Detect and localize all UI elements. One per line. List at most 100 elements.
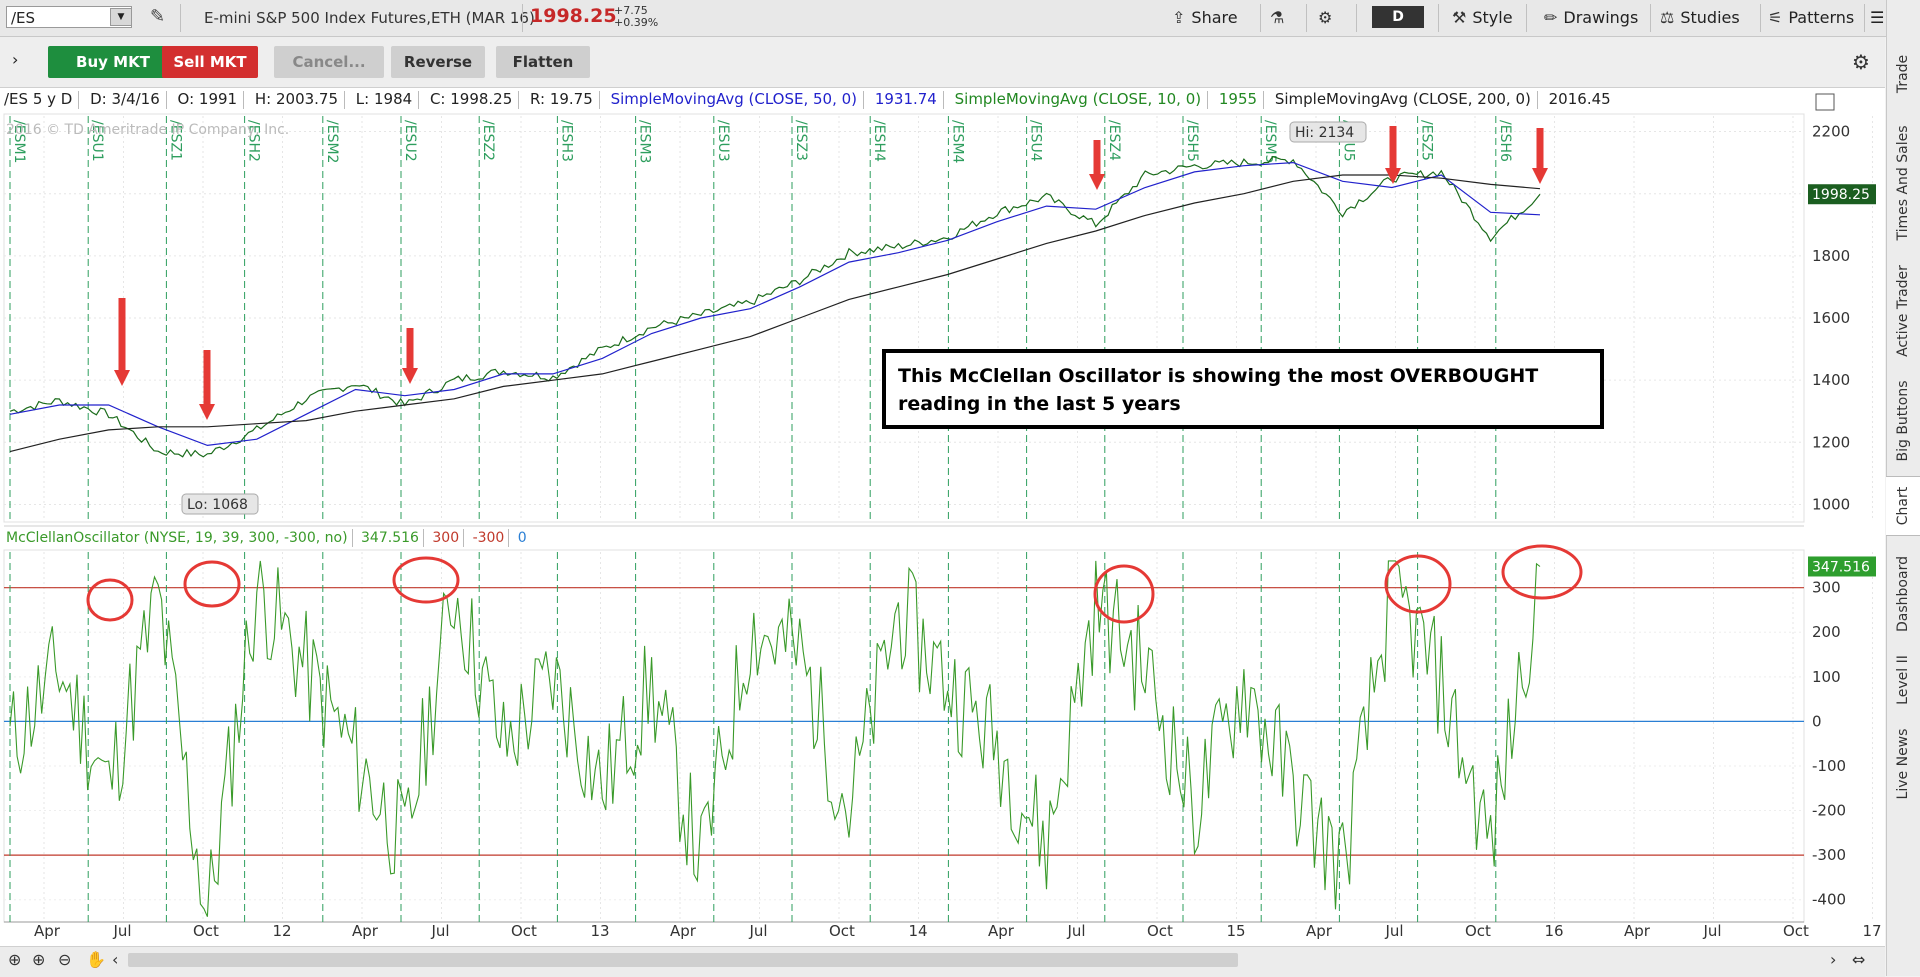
sidebar-tab-label: Active Trader (1895, 265, 1911, 357)
lo-label-box (181, 493, 259, 515)
x-tick-label: 17 (1863, 922, 1882, 940)
x-tick-label: Jul (1385, 922, 1404, 940)
red-arrow-head (1385, 168, 1401, 184)
zoom-out-icon[interactable]: ⊖ (58, 950, 72, 969)
share-button[interactable]: ⇪ Share (1172, 0, 1238, 36)
x-tick-label: 12 (273, 922, 292, 940)
expiry-label: /ESH5 (1184, 120, 1200, 162)
price-series-line (9, 155, 1541, 458)
aggregation-selector[interactable]: D (1372, 6, 1424, 28)
sell-market-button[interactable]: Sell MKT (162, 46, 258, 78)
red-arrow-head (1532, 168, 1548, 184)
overbought-circle (1093, 564, 1155, 624)
menu-button[interactable]: ☰ (1870, 0, 1884, 36)
oscillator-pane (3, 549, 1805, 923)
copyright-notice: 2016 © TD Ameritrade IP Company, Inc. (6, 122, 290, 138)
expand-icon (1815, 93, 1835, 111)
share-icon: ⇪ (1172, 8, 1186, 27)
cancel-button[interactable]: Cancel... (274, 46, 384, 78)
crosshair-icon[interactable]: ⊕ (8, 950, 22, 969)
red-arrow-head (402, 368, 418, 384)
x-tick-label: 16 (1545, 922, 1564, 940)
toolbar-divider (180, 4, 181, 32)
expiry-label: /ESZ1 (167, 120, 183, 161)
expiry-label: /ESZ3 (793, 120, 809, 161)
x-tick-label: Apr (988, 922, 1015, 940)
style-button[interactable]: ⚒ Style (1452, 0, 1513, 36)
sidebar-tab-active-trader[interactable]: Active Trader (1886, 256, 1920, 366)
settings-button[interactable]: ⚙ (1318, 0, 1338, 36)
bar-high: H: 2003.75 (254, 90, 339, 108)
hi-label-box (1289, 121, 1367, 143)
x-tick-label: Jul (1067, 922, 1086, 940)
x-tick-label: Oct (829, 922, 855, 940)
flask-icon: ⚗ (1270, 8, 1285, 27)
red-arrow-head (114, 370, 130, 386)
oscillator-line (9, 560, 1541, 917)
pan-hand-icon[interactable]: ✋ (86, 950, 106, 969)
expiry-label: /ESM3 (637, 120, 653, 163)
osc-tick-label: 100 (1812, 668, 1841, 686)
list-icon: ☰ (1870, 8, 1885, 27)
drawings-button[interactable]: ✏ Drawings (1544, 0, 1638, 36)
sidebar-tab-label: Trade (1895, 54, 1911, 94)
osc-tick-label: 300 (1812, 579, 1841, 597)
sidebar-tab-big-buttons[interactable]: Big Buttons (1886, 372, 1920, 470)
fit-icon[interactable]: ⇔ (1852, 950, 1866, 969)
toolbar-divider (1526, 4, 1527, 32)
price-tick-label: 1600 (1812, 309, 1850, 327)
chart-info-bar: /ES 5 y D D: 3/4/16 O: 1991 H: 2003.75 L… (4, 90, 1617, 112)
sidebar-tab-chart[interactable]: Chart (1886, 476, 1920, 536)
expiry-label: /ESM4 (949, 120, 965, 164)
chevron-down-icon[interactable]: ▼ (110, 8, 132, 26)
pencil-icon: ✏ (1544, 8, 1558, 27)
zoom-in-icon[interactable]: ⊕ (32, 950, 46, 969)
sidebar-tab-label: Big Buttons (1895, 380, 1911, 462)
sidebar-tab-live-news[interactable]: Live News (1886, 714, 1920, 814)
sidebar-tab-trade[interactable]: Trade (1886, 38, 1920, 110)
scroll-left-icon[interactable]: ‹ (112, 950, 119, 969)
study-value: 347.516 (361, 530, 419, 546)
last-price: 1998.25 (530, 5, 617, 27)
flask-button[interactable]: ⚗ (1270, 0, 1290, 36)
reverse-button[interactable]: Reverse (391, 46, 485, 78)
sma200-label: SimpleMovingAvg (CLOSE, 200, 0) (1274, 90, 1531, 108)
expiry-label: /ESZ5 (1419, 120, 1435, 161)
sma10-label: SimpleMovingAvg (CLOSE, 10, 0) (954, 90, 1202, 108)
expiry-label: /ESU4 (1028, 120, 1044, 162)
style-icon: ⚒ (1452, 8, 1467, 27)
toolbar-divider (1306, 4, 1307, 32)
sidebar-tab-times-and-sales[interactable]: Times And Sales (1886, 116, 1920, 250)
horizontal-scrollbar[interactable] (128, 953, 1238, 967)
buy-market-button[interactable]: Buy MKT (48, 46, 178, 78)
gear-icon[interactable]: ⚙ (1852, 50, 1870, 74)
studies-icon: ⚖ (1660, 8, 1675, 27)
annotation-box[interactable]: This McClellan Oscillator is showing the… (882, 349, 1604, 429)
bar-close: C: 1998.25 (429, 90, 513, 108)
overbought-circle (1501, 544, 1583, 600)
scroll-right-icon[interactable]: › (1830, 950, 1837, 969)
x-tick-label: 13 (591, 922, 610, 940)
sidebar-tab-level-ii[interactable]: Level II (1886, 652, 1920, 708)
chevron-right-icon[interactable]: › (12, 50, 19, 69)
sidebar-tab-dashboard[interactable]: Dashboard (1886, 540, 1920, 648)
osc-tick-label: 0 (1812, 712, 1822, 730)
net-change: +7.75 (614, 4, 648, 17)
flatten-button[interactable]: Flatten (496, 46, 590, 78)
toolbar-divider (1438, 4, 1439, 32)
sma50-label: SimpleMovingAvg (CLOSE, 50, 0) (610, 90, 858, 108)
share-label: Share (1191, 8, 1238, 27)
x-tick-label: Apr (1306, 922, 1333, 940)
overbought-circle (86, 578, 134, 622)
studies-button[interactable]: ⚖ Studies (1660, 0, 1740, 36)
toolbar-divider (1356, 4, 1357, 32)
patterns-button[interactable]: ⚟ Patterns (1768, 0, 1854, 36)
link-icon[interactable]: ✎ (150, 6, 166, 27)
price-marker-box (1808, 184, 1876, 205)
osc-tick-label: -300 (1812, 846, 1846, 864)
expiry-label: /ESM5 (1262, 120, 1278, 163)
study-label: McClellanOscillator (NYSE, 19, 39, 300, … (6, 530, 348, 546)
sidebar-tab-label: Times And Sales (1895, 125, 1911, 241)
expiry-label: /ESH3 (558, 120, 574, 162)
